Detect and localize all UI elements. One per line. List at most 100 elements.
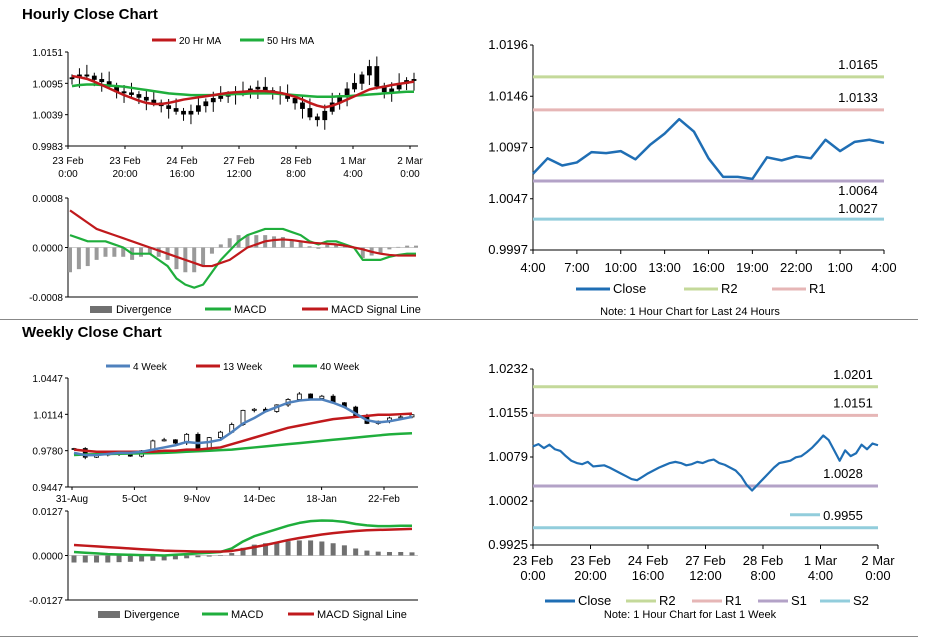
hourly-macd-y-tick-label: 0.0008 (32, 194, 63, 205)
hourly-divergence-bar (76, 247, 81, 270)
weekly-1wk-y-tick-label: 1.0155 (488, 405, 528, 420)
hourly-divergence-bar (289, 239, 294, 248)
weekly-macd-y-tick-label: -0.0127 (29, 596, 63, 607)
hourly-candle-body (203, 101, 209, 107)
weekly-macd-y-tick-label: 0.0127 (32, 507, 63, 518)
legend-1wk-r1-label: R1 (725, 593, 742, 608)
hourly-24h-x-tick-label: 22:00 (780, 260, 813, 275)
weekly-divergence-bar (127, 555, 133, 562)
hourly-price-x-tick-label-time: 0:00 (58, 169, 78, 180)
weekly-price-y-tick-label: 1.0447 (32, 374, 63, 385)
weekly-price-y-tick-label: 1.0114 (33, 410, 63, 421)
weekly-macd-y-tick-label: 0.0000 (32, 552, 63, 563)
weekly-candle-body (308, 393, 314, 399)
weekly-divergence-bar (116, 555, 122, 563)
hourly-divergence-bar (272, 236, 277, 248)
bottom-divider (0, 636, 918, 637)
hourly-24h-y-tick-label: 1.0146 (488, 88, 528, 103)
weekly-divergence-bar (409, 552, 415, 556)
hourly-price-x-tick-label-time: 20:00 (112, 169, 137, 180)
weekly-1wk-x-tick-label: 28 Feb (743, 553, 783, 568)
weekly-divergence-bar (229, 553, 235, 556)
hourly-candle-body (389, 88, 395, 93)
hourly-candle-body (84, 74, 90, 77)
hourly-24h-x-tick-label: 10:00 (604, 260, 637, 275)
hourly-candle-body (210, 98, 216, 103)
hourly-legend-signal-label: MACD Signal Line (331, 304, 421, 316)
legend-1wk-s1-label: S1 (791, 593, 807, 608)
hourly-24h-x-tick-label: 19:00 (736, 260, 769, 275)
legend-1wk-s2-label: S2 (853, 593, 869, 608)
weekly-divergence-bar (240, 547, 246, 556)
hourly-divergence-bar (307, 246, 312, 248)
weekly-price-x-tick-label: 14-Dec (243, 494, 275, 505)
hourly-divergence-bar (360, 247, 365, 259)
weekly-divergence-bar (364, 550, 370, 556)
hourly-divergence-bar (121, 247, 126, 257)
hourly-divergence-bar (245, 235, 250, 248)
hourly-section-title: Hourly Close Chart (22, 6, 158, 23)
weekly-1wk-note: Note: 1 Hour Chart for Last 1 Week (604, 609, 777, 621)
weekly-divergence-bar (217, 555, 223, 556)
weekly-ma4-line (73, 398, 413, 457)
hourly-candle-body (307, 108, 313, 118)
hourly-24h-close-line (532, 117, 885, 181)
weekly-divergence-bar (398, 551, 404, 556)
hourly-price-y-tick-label: 1.0039 (32, 111, 63, 122)
hourly-divergence-bar (112, 247, 117, 257)
weekly-1wk-x-tick-label: 1 Mar (804, 553, 838, 568)
weekly-signal-line (73, 527, 413, 553)
weekly-1wk-x-tick-label: 27 Feb (685, 553, 725, 568)
hourly-price-x-tick-label-time: 4:00 (343, 169, 363, 180)
weekly-section-title: Weekly Close Chart (22, 324, 162, 341)
weekly-1wk-x-tick-label: 2 Mar (861, 553, 895, 568)
level-1wk-s1-label: 1.0028 (823, 466, 863, 481)
hourly-24h-x-tick-label: 13:00 (648, 260, 681, 275)
weekly-legend-signal-label: MACD Signal Line (317, 609, 407, 621)
hourly-price-x-tick-label: 27 Feb (223, 156, 255, 167)
hourly-candle-body (374, 66, 380, 87)
weekly-price-y-tick-label: 0.9780 (32, 447, 63, 458)
weekly-1wk-x-tick-label-time: 4:00 (808, 568, 833, 583)
hourly-divergence-bar (378, 247, 383, 254)
hourly-price-x-tick-label-time: 12:00 (226, 169, 251, 180)
hourly-24h-y-tick-label: 0.9997 (488, 242, 528, 257)
weekly-divergence-bar (375, 551, 381, 556)
hourly-divergence-bar (68, 247, 72, 273)
weekly-1wk-y-tick-label: 0.9925 (488, 537, 528, 552)
level-s2-label: 1.0027 (838, 201, 878, 216)
weekly-divergence-bar (353, 548, 359, 556)
hourly-candle-body (129, 92, 134, 95)
hourly-divergence-bar (387, 247, 392, 250)
weekly-divergence-bar (274, 542, 280, 556)
hourly-24h-x-tick-label: 4:00 (520, 260, 545, 275)
weekly-divergence-bar (251, 544, 257, 556)
hourly-divergence-bar (201, 247, 206, 267)
legend-24h-r2-label: R2 (721, 281, 738, 296)
hourly-24h-x-tick-label: 16:00 (692, 260, 725, 275)
weekly-1wk-x-tick-label-time: 8:00 (750, 568, 775, 583)
hourly-price-x-tick-label-time: 8:00 (286, 169, 306, 180)
weekly-divergence-bar (161, 555, 167, 561)
level-1wk-r1-label: 1.0151 (833, 395, 873, 410)
weekly-price-x-tick-label: 9-Nov (183, 494, 210, 505)
weekly-1wk-x-tick-label: 23 Feb (513, 553, 553, 568)
hourly-divergence-bar (94, 247, 99, 260)
hourly-price-x-tick-label-time: 0:00 (400, 169, 420, 180)
weekly-divergence-bar (71, 555, 77, 563)
weekly-divergence-bar (172, 555, 178, 560)
hourly-divergence-bar (227, 238, 232, 248)
hourly-candle-body (143, 96, 149, 101)
weekly-candle-body (319, 395, 325, 399)
weekly-price-y-tick-label: 0.9447 (32, 483, 63, 494)
hourly-price-y-tick-label: 0.9983 (32, 142, 63, 153)
weekly-divergence-bar (386, 551, 392, 556)
hourly-divergence-bar (254, 235, 259, 248)
weekly-divergence-bar (308, 540, 314, 556)
hourly-candle-body (255, 86, 261, 90)
weekly-divergence-bar (206, 555, 212, 557)
weekly-1wk-x-tick-label-time: 16:00 (632, 568, 665, 583)
weekly-legend-divergence-label: Divergence (124, 609, 180, 621)
hourly-24h-y-tick-label: 1.0196 (488, 37, 528, 52)
